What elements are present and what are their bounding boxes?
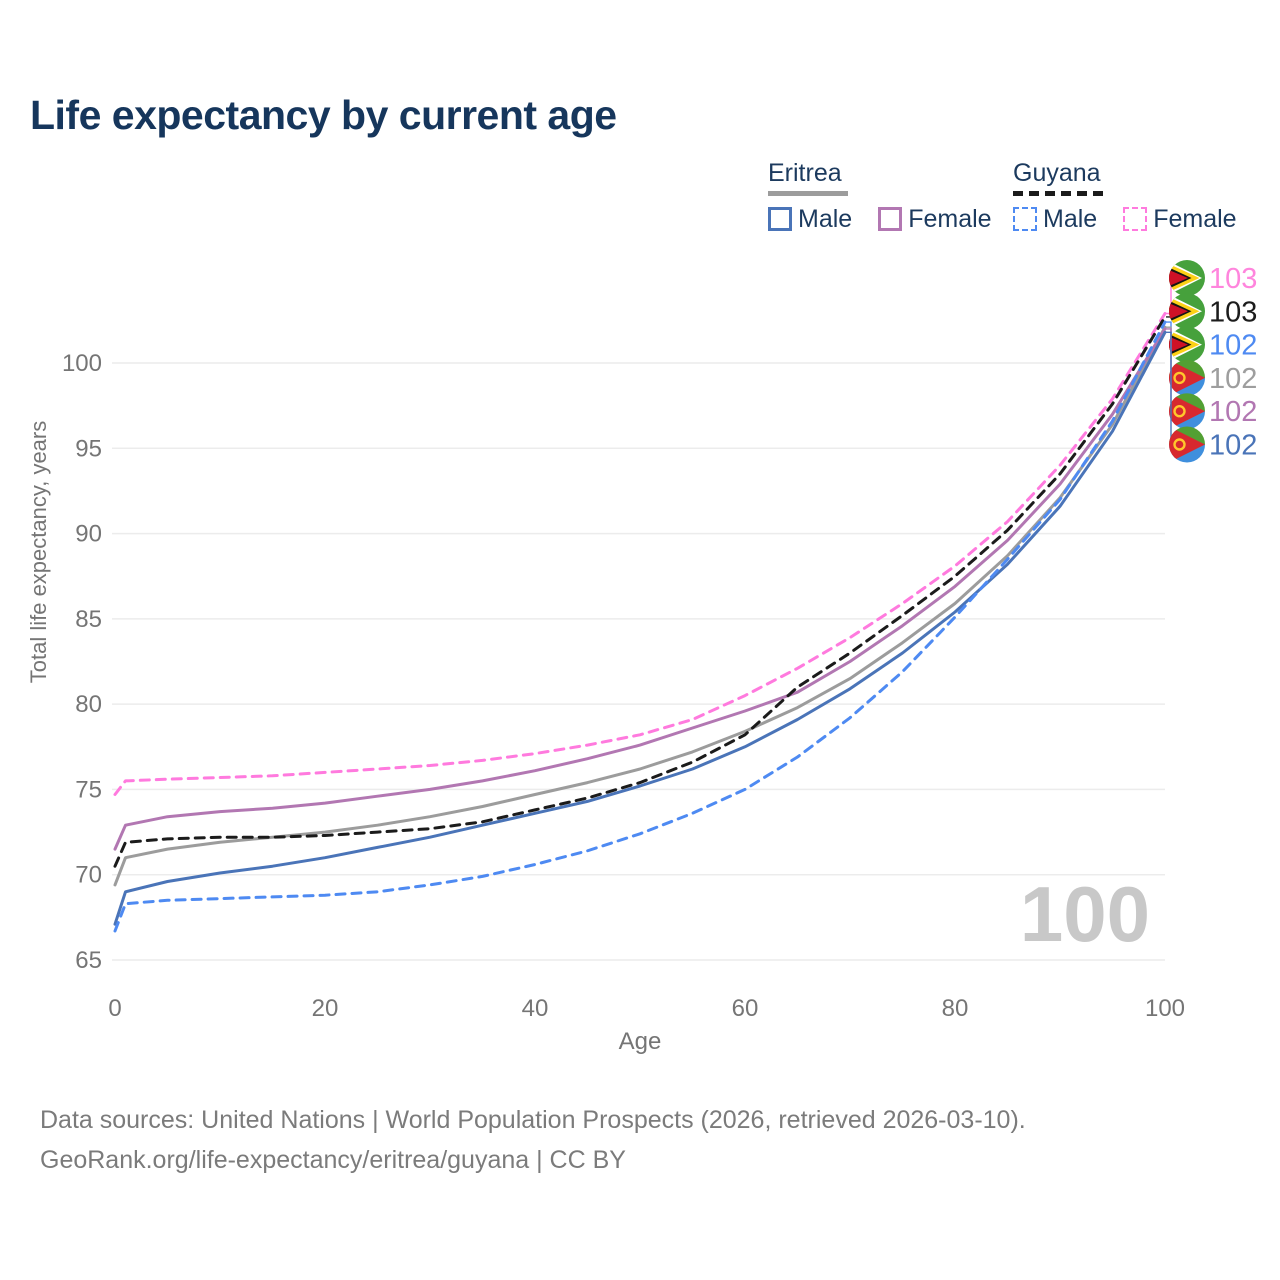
attribution-text: GeoRank.org/life-expectancy/eritrea/guya… xyxy=(40,1146,626,1174)
eritrea-flag-icon xyxy=(1169,359,1205,396)
eritrea-flag-gold-wreath xyxy=(1173,371,1186,385)
x-tick-label-0: 0 xyxy=(108,995,121,1022)
eritrea-flag-icon xyxy=(1169,393,1205,430)
guyana-flag-icon xyxy=(1169,326,1205,363)
data-sources-text: Data sources: United Nations | World Pop… xyxy=(40,1106,1026,1134)
eritrea-flag-gold-wreath xyxy=(1173,405,1186,418)
series-line-eritrea-both-sexes- xyxy=(113,325,1167,887)
eritrea-flag-red-triangle xyxy=(1169,359,1205,396)
y-tick-label-75: 75 xyxy=(75,776,102,803)
end-value-label-eritrea-female: 102 xyxy=(1209,396,1257,428)
series-line-eritrea-female xyxy=(113,327,1167,851)
legend-country-guyana: Guyana xyxy=(1013,159,1101,187)
guyana-flag-icon xyxy=(1169,260,1205,296)
guyana-flag-red-triangle xyxy=(1169,336,1188,353)
eritrea-flag-red-triangle xyxy=(1169,393,1205,430)
legend-group-guyana: Guyana Male Female xyxy=(1013,159,1237,234)
legend-item-eritrea-male: Male xyxy=(768,205,852,234)
legend-label-guyana-male: Male xyxy=(1043,204,1098,233)
x-tick-label-80: 80 xyxy=(942,995,969,1022)
y-tick-label-90: 90 xyxy=(75,521,102,548)
y-tick-label-85: 85 xyxy=(75,606,102,633)
end-value-label-eritrea-male: 102 xyxy=(1209,430,1257,462)
legend-item-guyana-female: Female xyxy=(1123,204,1237,234)
eritrea-flag-icon xyxy=(1169,426,1205,463)
legend-item-eritrea-female: Female xyxy=(878,204,992,234)
y-tick-label-95: 95 xyxy=(75,435,102,462)
legend-label-eritrea-female: Female xyxy=(908,204,992,233)
end-value-label-guyana-male: 102 xyxy=(1209,330,1257,362)
end-value-label-guyana-both-sexes-: 103 xyxy=(1209,296,1257,328)
x-axis-title: Age xyxy=(619,1028,662,1055)
eritrea-male-line-swatch xyxy=(768,207,792,231)
eritrea-flag-gold-wreath xyxy=(1173,438,1186,451)
end-value-label-guyana-female: 103 xyxy=(1209,263,1257,295)
guyana-flag-red-triangle xyxy=(1169,303,1188,320)
legend-country-eritrea: Eritrea xyxy=(768,159,842,187)
series-line-eritrea-male xyxy=(113,330,1167,926)
x-tick-label-100: 100 xyxy=(1145,995,1185,1022)
eritrea-female-line-swatch xyxy=(878,207,903,231)
y-tick-label-70: 70 xyxy=(75,862,102,889)
legend-underline-eritrea-solid-line xyxy=(768,190,848,196)
y-tick-label-65: 65 xyxy=(75,947,102,974)
legend-underline-guyana-dashed-line xyxy=(1013,190,1103,196)
series-line-guyana-male xyxy=(113,320,1167,933)
series-line-guyana-female xyxy=(113,312,1167,796)
y-tick-label-80: 80 xyxy=(75,691,102,718)
guyana-male-line-swatch xyxy=(1013,207,1037,231)
series-line-guyana-both-sexes- xyxy=(113,315,1167,868)
y-tick-label-100: 100 xyxy=(62,350,102,377)
legend-group-eritrea: Eritrea Male Female xyxy=(768,159,992,234)
eritrea-flag-red-triangle xyxy=(1169,426,1205,463)
end-value-label-eritrea-both-sexes-: 102 xyxy=(1209,363,1257,395)
y-axis-title: Total life expectancy, years xyxy=(26,421,51,684)
guyana-female-line-swatch xyxy=(1123,207,1148,231)
page-title: Life expectancy by current age xyxy=(30,92,617,138)
x-tick-label-20: 20 xyxy=(312,995,339,1022)
x-tick-label-60: 60 xyxy=(732,995,759,1022)
guyana-flag-icon xyxy=(1169,293,1205,330)
watermark-age-100: 100 xyxy=(1020,870,1150,958)
x-tick-label-40: 40 xyxy=(522,995,549,1022)
guyana-flag-red-triangle xyxy=(1169,270,1188,286)
legend-item-guyana-male: Male xyxy=(1013,205,1097,234)
legend-label-guyana-female: Female xyxy=(1153,204,1237,233)
legend-label-eritrea-male: Male xyxy=(798,204,853,233)
